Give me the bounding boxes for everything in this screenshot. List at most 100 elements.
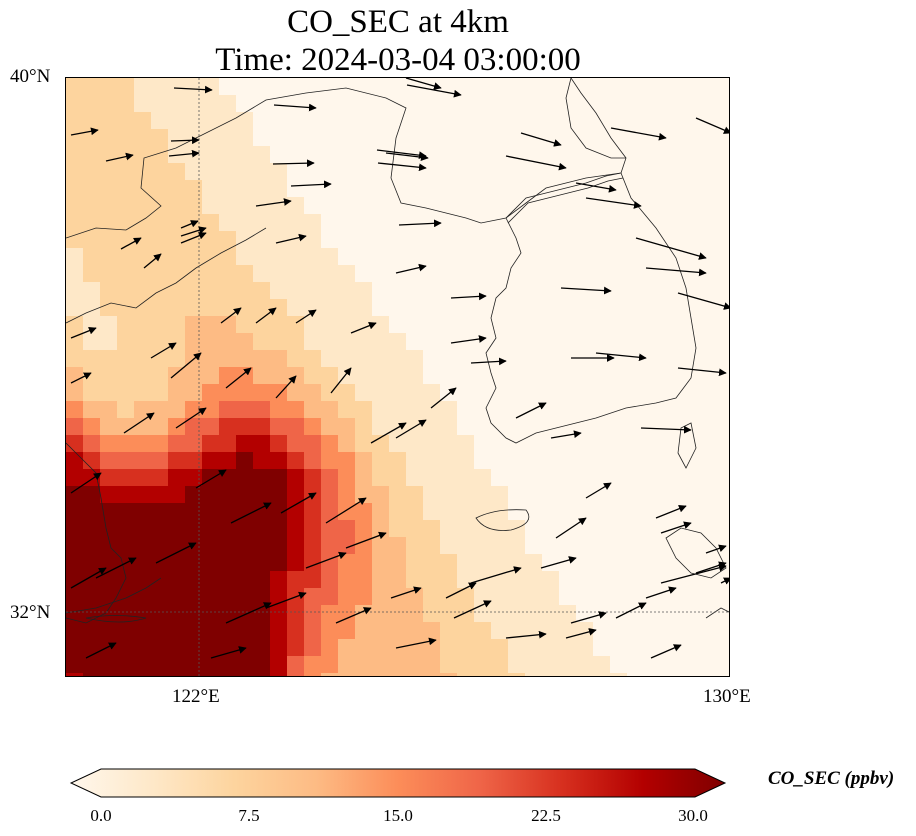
colorbar-tick-2: 15.0 [383,806,413,825]
field-cell [610,503,628,521]
field-cell [151,367,169,385]
field-cell [440,197,458,215]
field-cell [457,537,475,555]
field-cell [627,367,645,385]
field-cell [83,248,101,266]
field-cell [236,214,254,232]
field-cell [304,95,322,113]
field-cell [66,554,84,572]
field-cell [576,197,594,215]
field-cell [695,537,713,555]
field-cell [304,333,322,351]
field-cell [389,656,407,674]
lat-tick-40n: 40°N [10,66,51,87]
field-cell [729,639,730,657]
field-cell [151,520,169,538]
field-cell [270,316,288,334]
field-cell [695,282,713,300]
field-cell [66,605,84,623]
field-cell [270,673,288,676]
field-cell [100,605,118,623]
field-cell [100,622,118,640]
field-cell [372,401,390,419]
field-cell [355,214,373,232]
field-cell [389,605,407,623]
field-cell [100,146,118,164]
field-cell [627,656,645,674]
field-cell [355,180,373,198]
field-cell [338,78,356,96]
field-cell [355,78,373,96]
field-cell [729,418,730,436]
field-cell [117,452,135,470]
wind-arrow [660,521,692,534]
field-cell [185,639,203,657]
field-cell [729,571,730,589]
field-cell [661,367,679,385]
field-cell [406,367,424,385]
field-cell [66,452,84,470]
field-cell [627,418,645,436]
field-cell [66,333,84,351]
field-cell [559,214,577,232]
field-cell [627,384,645,402]
wind-arrow [650,644,682,659]
field-cell [423,112,441,130]
field-cell [304,673,322,676]
field-cell [627,265,645,283]
field-cell [100,384,118,402]
field-cell [202,639,220,657]
field-cell [168,265,186,283]
field-cell [270,503,288,521]
field-cell [168,214,186,232]
field-cell [508,639,526,657]
wind-arrow [85,642,117,659]
field-cell [236,367,254,385]
field-cell [406,384,424,402]
field-cell [559,656,577,674]
field-cell [440,316,458,334]
field-cell [168,248,186,266]
field-cell [202,571,220,589]
field-cell [423,401,441,419]
field-cell [66,384,84,402]
field-cell [304,605,322,623]
field-cell [100,656,118,674]
field-cell [559,639,577,657]
field-cell [355,571,373,589]
field-cell [678,180,696,198]
field-cell [151,112,169,130]
field-cell [83,350,101,368]
field-cell [661,452,679,470]
field-cell [202,622,220,640]
field-cell [355,469,373,487]
field-cell [440,469,458,487]
field-cell [440,639,458,657]
field-cell [661,605,679,623]
field-cell [508,282,526,300]
field-cell [236,520,254,538]
field-cell [168,282,186,300]
field-cell [185,197,203,215]
field-cell [202,554,220,572]
field-cell [661,78,679,96]
field-cell [457,469,475,487]
field-cell [202,214,220,232]
field-cell [270,146,288,164]
field-cell [168,571,186,589]
field-cell [304,401,322,419]
field-cell [66,503,84,521]
field-cell [185,248,203,266]
field-cell [219,265,237,283]
colorbar-tick-4: 30.0 [678,806,708,825]
field-cell [185,452,203,470]
field-cell [287,197,305,215]
field-cell [253,214,271,232]
field-cell [729,299,730,317]
field-cell [440,435,458,453]
field-cell [321,367,339,385]
field-cell [185,78,203,96]
field-cell [321,248,339,266]
field-cell [83,537,101,555]
field-cell [457,503,475,521]
